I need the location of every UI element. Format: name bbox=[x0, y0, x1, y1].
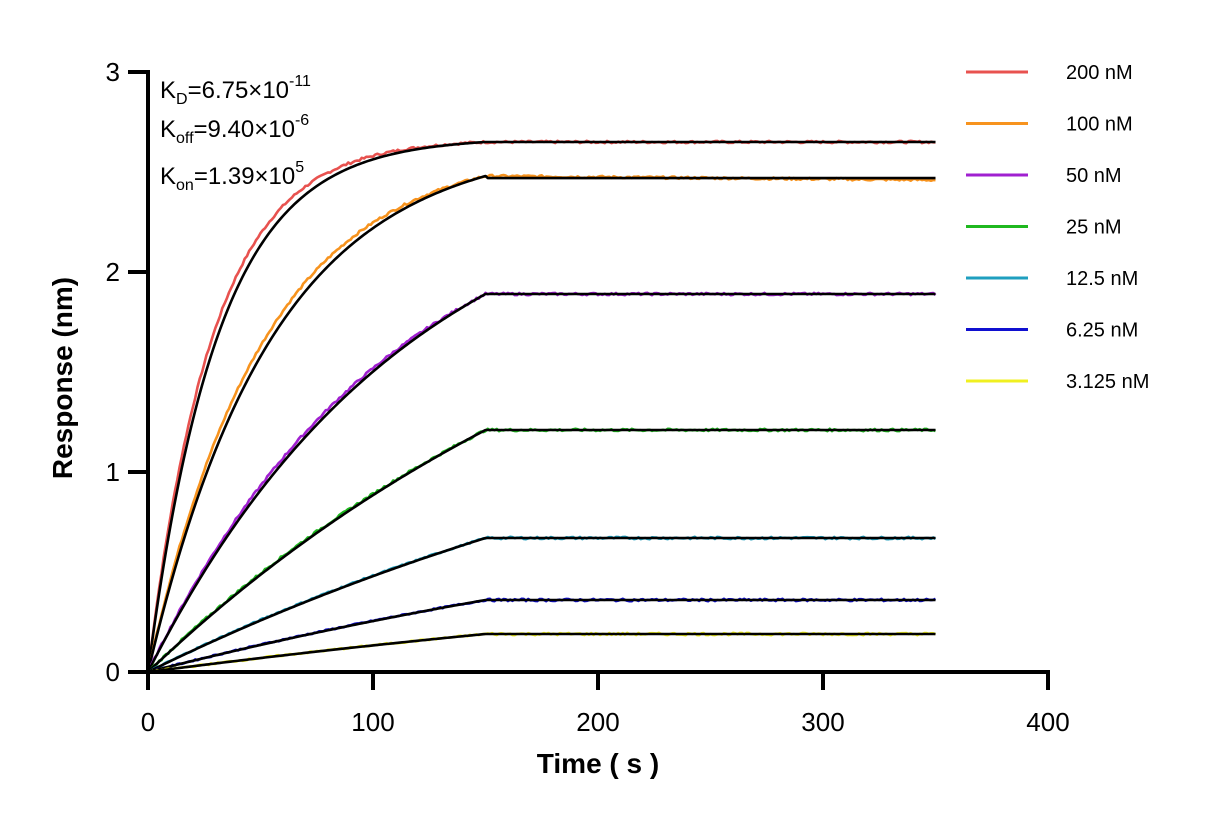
legend-label: 50 nM bbox=[1066, 165, 1122, 187]
kinetic-constant-off: Koff=9.40×10-6 bbox=[160, 112, 309, 147]
x-tick-label: 200 bbox=[576, 707, 619, 737]
legend: 200 nM 100 nM 50 nM 25 nM 12.5 nM 6.25 nM 3.12… bbox=[966, 62, 1149, 393]
legend-label: 25 nM bbox=[1066, 217, 1122, 239]
y-tick-label: 2 bbox=[106, 257, 120, 287]
axes bbox=[146, 70, 1050, 674]
legend-label: 12.5 nM bbox=[1066, 268, 1138, 290]
legend-label: 200 nM bbox=[1066, 62, 1133, 84]
fit-line-50-nM bbox=[146, 292, 936, 673]
x-tick-label: 400 bbox=[1026, 707, 1069, 737]
legend-label: 100 nM bbox=[1066, 114, 1133, 136]
kinetic-constant-D: KD=6.75×10-11 bbox=[160, 73, 311, 108]
y-tick-label: 1 bbox=[106, 457, 120, 487]
fit-line-12_5-nM bbox=[147, 536, 936, 674]
y-tick-label: 0 bbox=[106, 657, 120, 687]
fit-line-200-nM bbox=[146, 140, 936, 673]
series-line-100-nM bbox=[146, 173, 936, 672]
x-axis-title: Time ( s ) bbox=[537, 748, 659, 779]
y-axis-title: Response (nm) bbox=[47, 277, 78, 479]
fit-line-6_25-nM bbox=[147, 598, 936, 674]
fit-line-3_125-nM bbox=[147, 632, 936, 674]
series-line-12_5-nM bbox=[147, 535, 937, 673]
fit-line-100-nM bbox=[146, 174, 936, 673]
legend-label: 6.25 nM bbox=[1066, 320, 1138, 342]
x-tick-label: 0 bbox=[141, 707, 155, 737]
y-tick-label: 3 bbox=[106, 57, 120, 87]
kinetic-constant-on: Kon=1.39×105 bbox=[160, 159, 304, 194]
fit-line-25-nM bbox=[147, 428, 936, 673]
ticks: 0 100 200 300 400 0 1 2 3 bbox=[106, 57, 1070, 737]
series-line-200-nM bbox=[146, 139, 936, 673]
series-line-3_125-nM bbox=[147, 631, 936, 674]
x-tick-label: 300 bbox=[801, 707, 844, 737]
kinetic-constants: KD=6.75×10-11 Koff=9.40×10-6 Kon=1.39×105 bbox=[160, 73, 311, 194]
series-layer bbox=[146, 139, 937, 674]
legend-label: 3.125 nM bbox=[1066, 371, 1149, 393]
x-tick-label: 100 bbox=[351, 707, 394, 737]
